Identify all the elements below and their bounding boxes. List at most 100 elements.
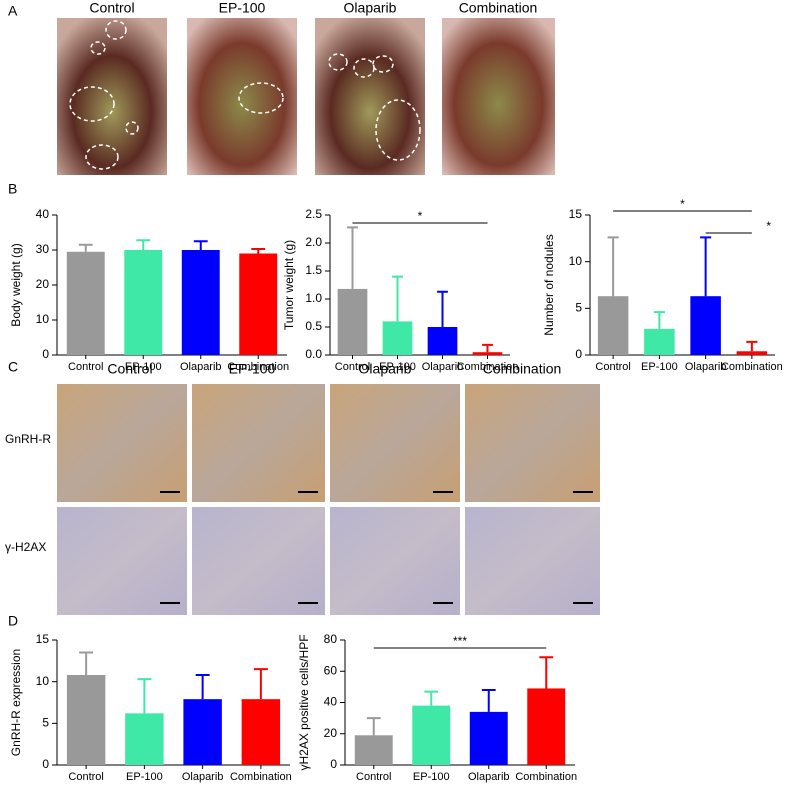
x-tick-label: Olaparib <box>180 361 222 373</box>
y-tick-label: 2.5 <box>305 207 322 221</box>
error-bar <box>195 674 210 700</box>
panel-label: C <box>8 359 18 375</box>
error-bar <box>653 311 665 329</box>
y-tick-label: 0 <box>42 347 49 361</box>
error-bar <box>193 240 208 250</box>
bar-chart: γH2AX positive cells/HPF 0 20 40 60 80 Control… <box>297 632 577 783</box>
error-bar <box>347 226 358 289</box>
error-bar <box>253 668 268 700</box>
error-bar <box>78 243 93 252</box>
x-tick-label: EP-100 <box>125 361 162 373</box>
error-bar <box>424 690 439 706</box>
bar <box>125 713 164 765</box>
error-bar <box>79 651 94 675</box>
bar-chart: GnRH-R expression 0 5 10 15 Control EP-100 Olap… <box>9 632 292 783</box>
y-tick-label: 60 <box>324 663 338 677</box>
error-bar <box>136 239 151 250</box>
error-bar <box>437 290 448 327</box>
column-title: Control <box>107 361 152 377</box>
y-axis-label: GnRH-R expression <box>9 649 23 756</box>
bar-chart: Tumor weight (g) 0.0 0.5 1.0 1.5 2.0 2.5 Contro… <box>282 207 518 373</box>
y-tick-label: 10 <box>36 312 50 326</box>
error-bar <box>481 689 496 712</box>
error-bar <box>251 247 266 254</box>
y-tick-label: 0 <box>330 757 337 771</box>
photo <box>315 18 425 175</box>
bar <box>382 321 413 355</box>
significance-label: *** <box>453 634 467 648</box>
error-bar <box>392 275 403 322</box>
bar <box>354 735 393 765</box>
y-tick-label: 40 <box>36 207 50 221</box>
x-tick-label: Control <box>356 771 391 783</box>
error-bar <box>137 678 152 714</box>
y-tick-label: 30 <box>36 242 50 256</box>
error-bar <box>539 656 554 689</box>
y-axis-label: Body weight (g) <box>9 243 23 326</box>
y-tick-label: 2.0 <box>305 235 322 249</box>
x-tick-label: Olaparib <box>685 361 727 373</box>
y-axis-label: Tumor weight (g) <box>282 240 296 330</box>
bar <box>181 250 220 355</box>
ihc-images <box>57 384 600 615</box>
x-tick-label: Combination <box>227 361 289 373</box>
column-title: Combination <box>483 361 562 377</box>
y-axis-label: Number of nodules <box>542 234 556 335</box>
bar <box>241 699 281 765</box>
y-tick-label: 1.0 <box>305 291 322 305</box>
error-bar <box>366 717 381 736</box>
bar <box>472 352 503 355</box>
x-tick-label: Control <box>335 361 370 373</box>
bar <box>412 705 451 765</box>
scale-bars <box>160 491 593 604</box>
x-tick-label: Combination <box>230 771 292 783</box>
column-title: Olaparib <box>359 361 412 377</box>
row-label: γ-H2AX <box>5 540 46 554</box>
bar <box>66 251 105 355</box>
significance-label: * <box>418 209 423 223</box>
bar-chart: Number of nodules 0 5 10 15 Control EP-100 Olap… <box>542 197 783 373</box>
y-tick-label: 0 <box>42 757 49 771</box>
panel-c: C Control EP-100 Olaparib Combination Gn… <box>5 359 600 615</box>
photo <box>187 18 297 175</box>
significance-label: * <box>680 197 685 211</box>
x-tick-label: EP-100 <box>126 771 163 783</box>
y-tick-label: 0.0 <box>305 347 322 361</box>
error-bar <box>607 236 619 297</box>
y-tick-label: 5 <box>575 301 582 315</box>
photo-title: EP-100 <box>219 0 266 16</box>
photo-title: Combination <box>459 0 538 16</box>
y-tick-label: 10 <box>36 674 50 688</box>
y-tick-label: 40 <box>324 695 338 709</box>
bar <box>124 250 163 355</box>
y-tick-label: 0 <box>575 347 582 361</box>
y-tick-label: 0.5 <box>305 319 322 333</box>
x-tick-label: Control <box>595 361 630 373</box>
row-label: GnRH-R <box>5 432 51 446</box>
x-tick-label: Olaparib <box>182 771 224 783</box>
bar-chart: Body weight (g) 0 10 20 30 40 Control EP-100 Ola… <box>9 207 289 373</box>
panel-label: B <box>8 181 17 197</box>
panel-label: D <box>8 613 18 629</box>
y-tick-label: 15 <box>569 207 583 221</box>
bar <box>527 688 566 765</box>
error-bar <box>482 343 493 353</box>
y-tick-label: 15 <box>36 632 50 646</box>
x-tick-label: Control <box>68 361 103 373</box>
bar <box>736 351 768 355</box>
x-tick-label: Combination <box>721 361 783 373</box>
bar <box>469 711 508 765</box>
error-bar <box>700 236 712 297</box>
y-tick-label: 20 <box>36 277 50 291</box>
bar <box>183 699 222 765</box>
x-tick-label: Control <box>68 771 103 783</box>
tumor-circles <box>69 20 421 170</box>
y-tick-label: 20 <box>324 726 338 740</box>
photo-title: Control <box>89 0 134 16</box>
x-tick-label: Olaparib <box>468 771 510 783</box>
bar <box>690 296 721 355</box>
x-tick-label: Olaparib <box>422 361 464 373</box>
y-tick-label: 1.5 <box>305 263 322 277</box>
column-title: EP-100 <box>229 361 276 377</box>
